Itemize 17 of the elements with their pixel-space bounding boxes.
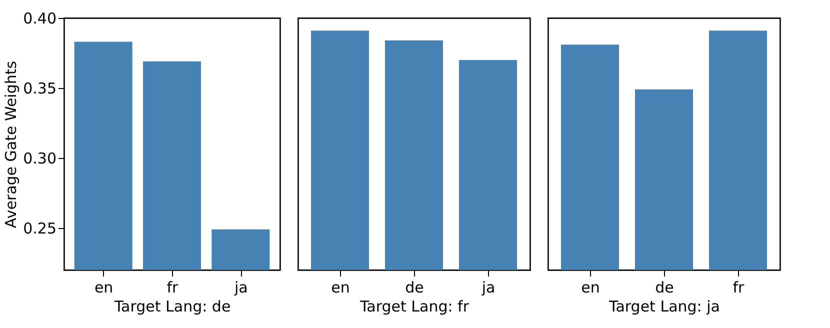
x-tick-label: fr (166, 278, 180, 296)
x-tick-label: en (331, 278, 350, 296)
y-tick-label: 0.30 (23, 150, 56, 168)
y-tick-label: 0.25 (23, 220, 56, 238)
x-tick-label: en (581, 278, 600, 296)
y-tick-label: 0.35 (23, 80, 56, 98)
x-axis-title: Target Lang: de (113, 298, 231, 316)
x-axis-title: Target Lang: fr (358, 298, 470, 316)
x-tick-label: ja (233, 278, 248, 296)
x-tick-label: de (405, 278, 424, 296)
x-tick-label: en (94, 278, 114, 296)
x-tick-label: ja (480, 278, 496, 296)
x-axis-title: Target Lang: ja (608, 298, 720, 316)
x-tick-label: de (655, 278, 674, 296)
y-axis-title: Average Gate Weights (2, 60, 20, 228)
x-tick-label: fr (732, 278, 746, 296)
y-tick-label: 0.40 (23, 10, 56, 28)
